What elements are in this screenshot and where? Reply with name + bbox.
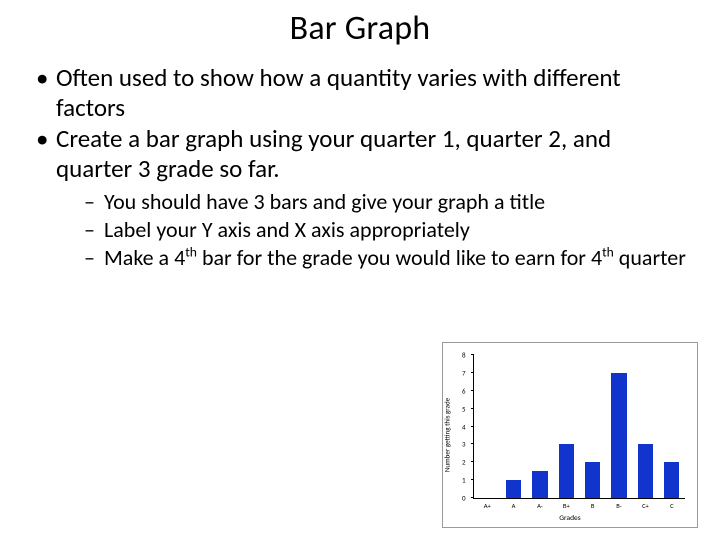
chart-ytick-mark	[471, 426, 474, 427]
bullet-list: Often used to show how a quantity varies…	[30, 63, 690, 271]
chart-xtick: A+	[484, 502, 491, 510]
chart-xtick: B-	[616, 502, 622, 510]
sub-bullet-3-mid: bar for the grade you would like to earn…	[197, 244, 602, 271]
bullet-1-text: Often used to show how a quantity varies…	[56, 62, 621, 123]
chart-ytick-mark	[471, 390, 474, 391]
chart-xtick: A	[512, 502, 516, 510]
chart-ytick-mark	[471, 354, 474, 355]
bullet-1: Often used to show how a quantity varies…	[30, 63, 690, 122]
chart-xtick: C+	[642, 502, 649, 510]
sub-bullet-1: You should have 3 bars and give your gra…	[80, 189, 690, 216]
chart-plot-area: 012345678A+AA-B+BB-C+C	[473, 355, 685, 499]
chart-ytick-mark	[471, 479, 474, 480]
chart-xtick: A-	[537, 502, 543, 510]
chart-ytick-mark	[471, 372, 474, 373]
chart-ytick: 8	[462, 351, 466, 360]
chart-ytick: 1	[462, 476, 466, 485]
chart-ytick-mark	[471, 461, 474, 462]
sub-bullet-3-end: quarter	[614, 244, 686, 271]
chart-xlabel: Grades	[559, 514, 580, 523]
chart-bar	[532, 471, 547, 498]
chart-ytick: 6	[462, 386, 466, 395]
sub-bullet-1-text: You should have 3 bars and give your gra…	[104, 188, 545, 215]
chart-ytick: 3	[462, 440, 466, 449]
chart-bar	[506, 480, 521, 498]
chart-bar	[611, 373, 626, 498]
chart-inner: Number getting this grade 012345678A+AA-…	[449, 349, 691, 521]
chart-bar	[585, 462, 600, 498]
chart-ytick: 5	[462, 404, 466, 413]
chart-ylabel: Number getting this grade	[443, 398, 452, 472]
sub-bullet-3-sup1: th	[185, 243, 197, 260]
sub-bullet-2: Label your Y axis and X axis appropriate…	[80, 217, 690, 244]
chart-ytick-mark	[471, 408, 474, 409]
bar-chart: Number getting this grade 012345678A+AA-…	[442, 342, 698, 528]
chart-ytick-mark	[471, 443, 474, 444]
sub-bullet-3-sup2: th	[602, 243, 614, 260]
chart-ytick: 2	[462, 458, 466, 467]
sub-bullet-3-pre: Make a 4	[104, 244, 185, 271]
chart-ytick: 7	[462, 368, 466, 377]
chart-xtick: C	[670, 502, 673, 510]
chart-bar	[559, 444, 574, 498]
chart-ytick: 0	[462, 494, 466, 503]
bullet-2: Create a bar graph using your quarter 1,…	[30, 124, 690, 271]
chart-xtick: B+	[563, 502, 570, 510]
chart-xtick: B	[591, 502, 595, 510]
chart-bar	[638, 444, 653, 498]
chart-bar	[664, 462, 679, 498]
slide: Bar Graph Often used to show how a quant…	[0, 0, 720, 540]
sub-bullet-list: You should have 3 bars and give your gra…	[56, 189, 690, 271]
sub-bullet-2-text: Label your Y axis and X axis appropriate…	[104, 216, 470, 243]
sub-bullet-3: Make a 4th bar for the grade you would l…	[80, 245, 690, 272]
bullet-2-text: Create a bar graph using your quarter 1,…	[56, 123, 611, 184]
chart-ytick: 4	[462, 422, 466, 431]
chart-ytick-mark	[471, 497, 474, 498]
slide-title: Bar Graph	[30, 8, 690, 49]
